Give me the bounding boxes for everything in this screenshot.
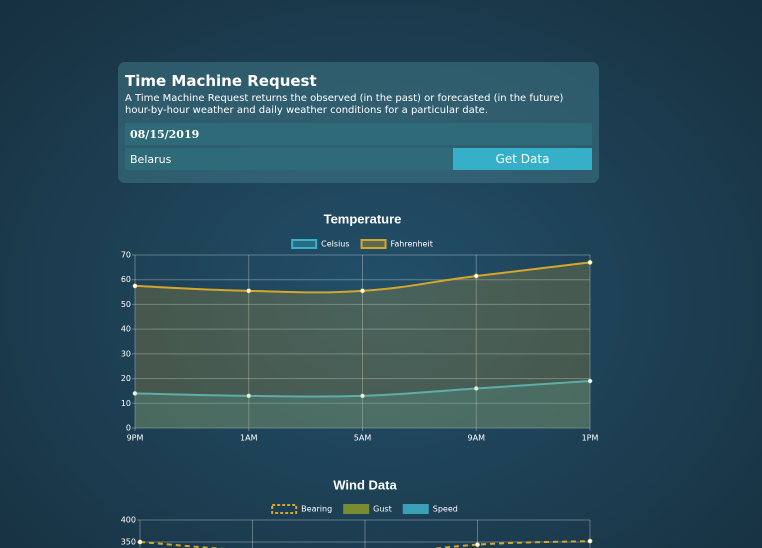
- country-value: Belarus: [130, 152, 172, 166]
- legend: Bearing Gust Speed: [271, 504, 458, 514]
- data-point: [587, 378, 593, 384]
- legend-swatch: [402, 504, 429, 514]
- legend-swatch: [271, 504, 298, 514]
- date-input[interactable]: 08/15/2019: [125, 123, 592, 145]
- legend-label: Bearing: [301, 505, 332, 514]
- series-line: [139, 540, 591, 548]
- data-point: [246, 288, 252, 294]
- legend-label: Celsius: [321, 240, 349, 249]
- y-tick-label: 60: [121, 275, 131, 284]
- card-description: A Time Machine Request returns the obser…: [125, 93, 564, 116]
- data-point: [473, 386, 479, 391]
- data-point: [587, 259, 593, 265]
- data-point: [132, 283, 138, 289]
- legend-label: Speed: [433, 505, 458, 514]
- y-tick-label: 10: [121, 399, 131, 408]
- chart-title: Temperature: [324, 211, 402, 226]
- x-tick-label: 9PM: [127, 434, 144, 443]
- data-point: [360, 288, 365, 294]
- country-input[interactable]: Belarus Get Data: [125, 148, 592, 170]
- x-tick-label: 9AM: [468, 434, 486, 443]
- legend-swatch: [291, 239, 318, 249]
- legend-swatch: [360, 239, 387, 249]
- card-title: Time Machine Request: [125, 72, 317, 90]
- x-tick-label: 1AM: [240, 434, 258, 443]
- x-tick-label: 1PM: [582, 434, 599, 443]
- data-point: [246, 393, 252, 399]
- data-point: [473, 273, 479, 279]
- chart-title: Wind Data: [333, 477, 397, 492]
- series-area: [135, 381, 590, 428]
- y-tick-label: 350: [121, 538, 136, 547]
- series-area: [135, 262, 590, 428]
- data-point: [475, 542, 480, 548]
- request-card: Time Machine Request A Time Machine Requ…: [118, 62, 599, 183]
- y-tick-label: 70: [121, 251, 131, 260]
- y-tick-label: 50: [121, 300, 131, 309]
- legend-swatch: [343, 504, 370, 514]
- legend-label: Fahrenheit: [391, 240, 433, 249]
- legend-label: Gust: [373, 505, 392, 514]
- data-point: [360, 393, 365, 399]
- get-data-button[interactable]: Get Data: [453, 148, 592, 170]
- y-tick-label: 400: [121, 516, 136, 525]
- legend: Celsius Fahrenheit: [291, 239, 433, 249]
- x-tick-label: 5AM: [354, 434, 372, 443]
- data-point: [587, 538, 593, 544]
- y-tick-label: 20: [121, 374, 131, 383]
- data-point: [137, 539, 143, 545]
- y-tick-label: 0: [126, 424, 131, 433]
- data-point: [132, 390, 138, 396]
- date-value: 08/15/2019: [130, 127, 200, 141]
- y-tick-label: 30: [121, 349, 131, 358]
- y-tick-label: 40: [121, 325, 131, 334]
